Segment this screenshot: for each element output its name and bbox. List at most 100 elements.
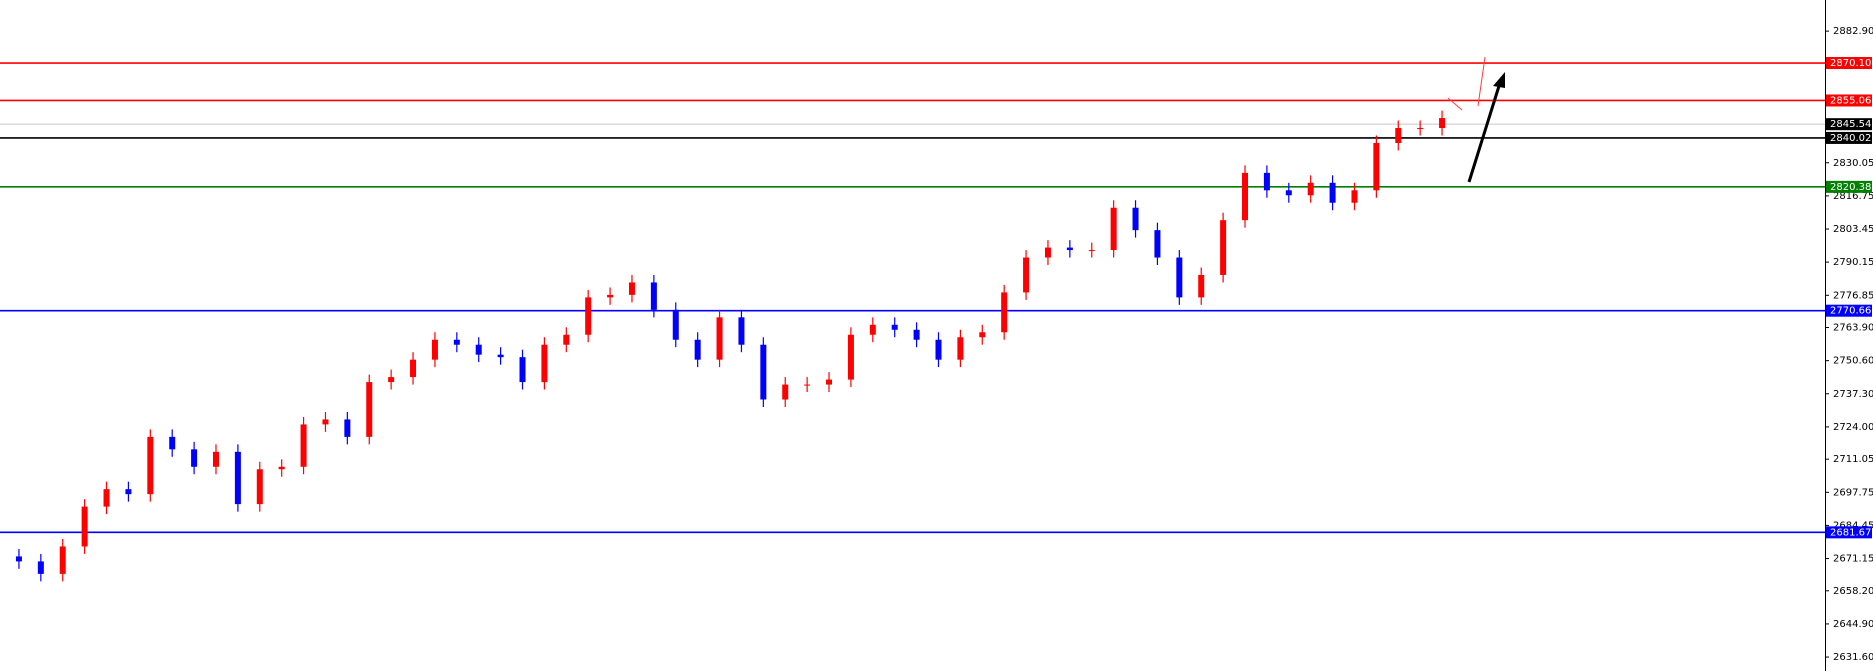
candle-body bbox=[147, 436, 154, 495]
y-tick-label: 2816.75 bbox=[1833, 191, 1873, 202]
candle-body bbox=[782, 384, 789, 400]
candle-body bbox=[1176, 257, 1183, 298]
y-tick-label: 2631.60 bbox=[1833, 652, 1873, 663]
candle-body bbox=[431, 339, 438, 360]
level-label-box bbox=[1826, 526, 1872, 539]
y-tick-label: 2644.90 bbox=[1833, 619, 1873, 630]
candle-body bbox=[125, 489, 132, 495]
level-label: 2820.38 bbox=[1830, 182, 1871, 193]
level-label: 2681.67 bbox=[1830, 527, 1871, 538]
y-tick-label: 2763.90 bbox=[1833, 323, 1873, 334]
candle-body bbox=[1088, 250, 1095, 252]
candle-body bbox=[541, 344, 548, 383]
y-tick-label: 2697.75 bbox=[1833, 487, 1873, 498]
candle-body bbox=[1001, 292, 1008, 333]
candle-body bbox=[738, 317, 745, 345]
candle-body bbox=[519, 357, 526, 383]
candle-body bbox=[344, 419, 351, 437]
candle-body bbox=[453, 339, 460, 345]
level-label-box bbox=[1826, 180, 1872, 193]
candle-body bbox=[869, 324, 876, 335]
y-tick-label: 2711.05 bbox=[1833, 454, 1873, 465]
level-label-box bbox=[1826, 94, 1872, 107]
candle-body bbox=[1110, 207, 1117, 251]
projection bbox=[1477, 56, 1486, 107]
candle-body bbox=[1439, 118, 1446, 129]
candle-body bbox=[1417, 128, 1424, 130]
plot bbox=[0, 62, 1825, 582]
candle-body bbox=[913, 329, 920, 340]
candle-body bbox=[957, 337, 964, 360]
candle-body bbox=[1373, 142, 1380, 191]
candle-body bbox=[694, 339, 701, 360]
candle-body bbox=[388, 377, 395, 383]
level-label: 2855.06 bbox=[1830, 95, 1871, 106]
level-label-box bbox=[1826, 57, 1872, 70]
candle-body bbox=[935, 339, 942, 360]
candle-body bbox=[1285, 190, 1292, 196]
projection bbox=[1447, 97, 1463, 111]
arrow-head bbox=[1493, 72, 1505, 88]
y-tick-label: 2750.60 bbox=[1833, 356, 1873, 367]
y-tick-label: 2737.30 bbox=[1833, 389, 1873, 400]
candle-body bbox=[1132, 207, 1139, 231]
candle-body bbox=[475, 344, 482, 355]
y-tick-label: 2684.45 bbox=[1833, 520, 1873, 531]
candle-body bbox=[891, 324, 898, 330]
candle-body bbox=[81, 506, 88, 547]
candle-body bbox=[1198, 274, 1205, 298]
candle-body bbox=[497, 354, 504, 358]
candle-body bbox=[607, 294, 614, 298]
level-label-box bbox=[1826, 304, 1872, 317]
candle-body bbox=[826, 379, 833, 385]
candle-body bbox=[716, 317, 723, 360]
candle-body bbox=[1242, 172, 1249, 221]
candle-body bbox=[1263, 172, 1270, 191]
candle-body bbox=[585, 297, 592, 335]
candle-body bbox=[300, 424, 307, 467]
y-tick-label: 2803.45 bbox=[1833, 224, 1873, 235]
candle-body bbox=[804, 384, 811, 386]
candle-body bbox=[1066, 247, 1073, 251]
candle-body bbox=[169, 436, 176, 450]
candle-body bbox=[760, 344, 767, 400]
candle-body bbox=[979, 332, 986, 338]
candle-body bbox=[366, 382, 373, 437]
candle-body bbox=[847, 334, 854, 380]
y-tick-label: 2776.85 bbox=[1833, 290, 1873, 301]
candle-body bbox=[1329, 182, 1336, 203]
y-tick-label: 2830.05 bbox=[1833, 158, 1873, 169]
level-label: 2840.02 bbox=[1830, 133, 1871, 144]
level-label-box bbox=[1826, 131, 1872, 144]
candle-body bbox=[234, 451, 241, 505]
y-tick-label: 2882.90 bbox=[1833, 26, 1873, 37]
y-tick-label: 2671.15 bbox=[1833, 554, 1873, 565]
candle-body bbox=[322, 419, 329, 425]
candle-body bbox=[1395, 128, 1402, 143]
candle-body bbox=[628, 282, 635, 295]
y-tick-label: 2724.00 bbox=[1833, 422, 1873, 433]
candle-body bbox=[191, 449, 198, 467]
candle-body bbox=[650, 282, 657, 310]
trend-arrow bbox=[1467, 85, 1501, 183]
candle-body bbox=[103, 489, 110, 507]
y-tick-label: 2790.15 bbox=[1833, 257, 1873, 268]
candle-body bbox=[15, 556, 22, 562]
candle-body bbox=[1307, 182, 1314, 196]
candle-body bbox=[37, 561, 44, 574]
level-label: 2870.10 bbox=[1830, 58, 1871, 69]
candle-body bbox=[212, 451, 219, 467]
level-label: 2845.54 bbox=[1830, 119, 1871, 130]
candle-body bbox=[410, 359, 417, 378]
candle-body bbox=[672, 309, 679, 340]
candle-body bbox=[1351, 190, 1358, 203]
candle-body bbox=[1023, 257, 1030, 293]
candle-body bbox=[1220, 220, 1227, 275]
candle-body bbox=[1044, 247, 1051, 258]
candle-body bbox=[59, 546, 66, 574]
candle-body bbox=[1154, 230, 1161, 258]
level-label: 2770.66 bbox=[1830, 306, 1871, 317]
level-label-box bbox=[1826, 118, 1872, 131]
